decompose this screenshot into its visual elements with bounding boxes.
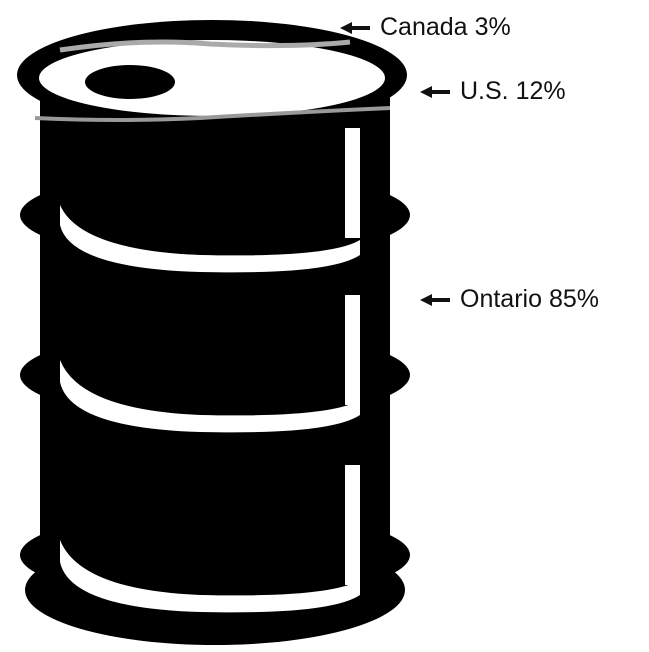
highlight [345,465,360,585]
category-label: Ontario [460,285,542,313]
highlight [60,205,360,273]
arrow [420,294,450,306]
value-label: 12% [516,77,566,105]
value-label: 85% [549,285,599,313]
label: Canada 3% [380,13,511,41]
ring [20,170,410,260]
top-band [59,39,351,53]
rim-band [34,106,391,122]
highlight [345,128,360,238]
label: Ontario 85% [460,285,599,313]
highlight [60,540,360,613]
highlight [345,295,360,405]
category-label: Canada [380,13,468,41]
barrel [17,20,410,645]
value-label: 3% [475,13,511,41]
bung-hole [85,65,175,99]
ring [20,330,410,420]
highlight [60,360,360,433]
ring [20,510,410,600]
category-label: U.S. [460,77,509,105]
barrel-top [17,20,407,130]
arrow [420,86,450,98]
arrow [340,22,370,34]
barrel-body [20,80,410,645]
label: U.S. 12% [460,77,566,105]
